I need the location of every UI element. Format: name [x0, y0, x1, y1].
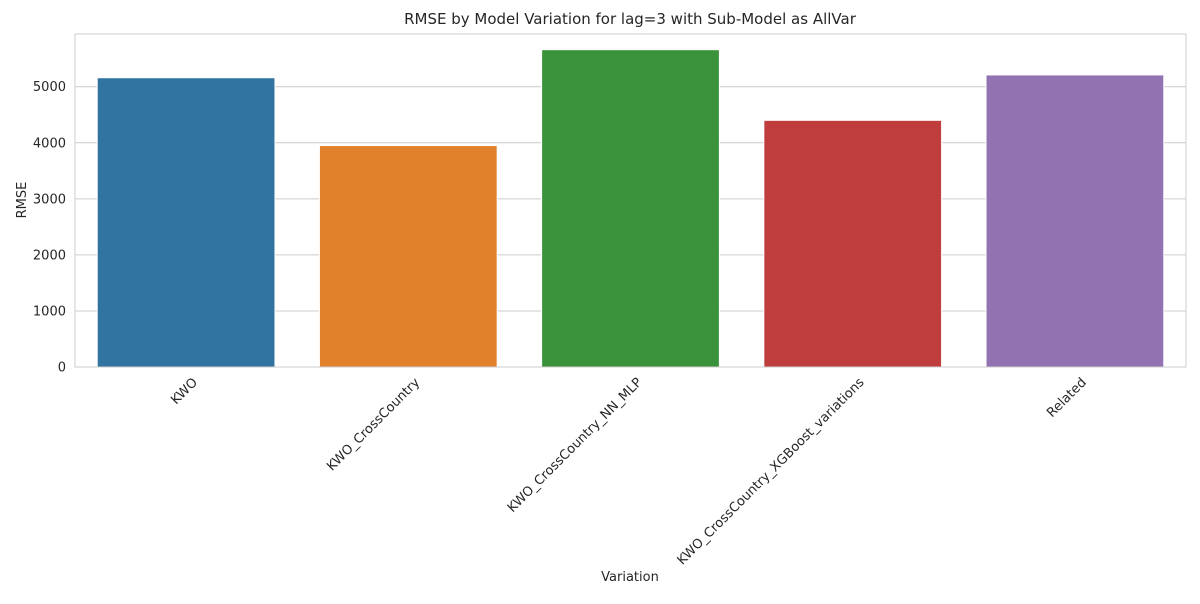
bar-kwo: [96, 77, 276, 368]
y-tick-label: 2000: [33, 248, 66, 263]
bar-kwo-crosscountry: [318, 145, 498, 368]
x-tick-label: KWO: [168, 375, 201, 408]
y-tick-label: 0: [58, 361, 66, 376]
x-tick-label: KWO_CrossCountry: [324, 375, 423, 474]
bar-related: [985, 74, 1165, 368]
y-tick-label: 1000: [33, 304, 66, 319]
x-tick-label: Related: [1044, 375, 1090, 421]
x-tick-label: KWO_CrossCountry_NN_MLP: [505, 375, 646, 516]
y-tick-label: 3000: [33, 192, 66, 207]
chart-title: RMSE by Model Variation for lag=3 with S…: [404, 10, 857, 28]
bar-kwo-crosscountry-nn-mlp: [541, 49, 720, 368]
y-tick-label: 4000: [33, 136, 66, 151]
plot-frame: [74, 33, 1187, 368]
x-tick-label: KWO_CrossCountry_XGBoost_variations: [675, 375, 868, 568]
x-axis-label: Variation: [601, 570, 659, 585]
x-ticks: KWO KWO_CrossCountry KWO_CrossCountry_NN_M…: [168, 375, 1089, 568]
y-axis-label: RMSE: [15, 182, 30, 219]
bars: [96, 49, 1165, 368]
y-tick-label: 5000: [33, 80, 66, 95]
y-ticks: 0 1000 2000 3000 4000 5000: [33, 80, 66, 375]
bar-kwo-crosscountry-xgboost-variations: [763, 119, 943, 368]
